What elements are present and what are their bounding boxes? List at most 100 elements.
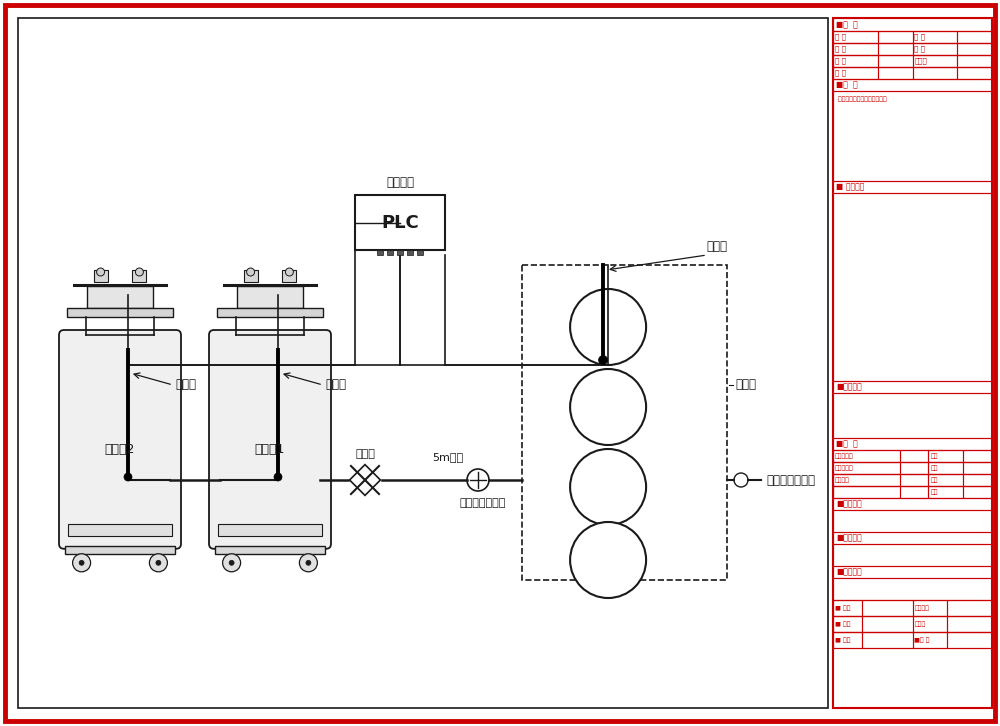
- Bar: [833, 450, 900, 462]
- Circle shape: [467, 469, 489, 491]
- Circle shape: [223, 554, 241, 572]
- Text: 排液阀（手动）: 排液阀（手动）: [766, 473, 815, 486]
- Bar: [912, 55, 957, 67]
- Circle shape: [570, 289, 646, 365]
- Bar: [833, 438, 992, 450]
- Circle shape: [570, 449, 646, 525]
- Bar: [878, 67, 912, 79]
- Text: 液位计: 液位计: [325, 378, 346, 391]
- Bar: [833, 55, 992, 67]
- Circle shape: [570, 369, 646, 445]
- Text: ■项目名称: ■项目名称: [836, 534, 862, 542]
- Circle shape: [247, 268, 255, 276]
- Bar: [833, 67, 992, 79]
- Text: 电 气: 电 气: [914, 33, 926, 41]
- Bar: [947, 616, 992, 632]
- Text: ■备  注: ■备 注: [836, 81, 858, 89]
- Bar: [963, 474, 992, 486]
- Circle shape: [599, 356, 608, 364]
- Bar: [947, 632, 992, 648]
- Bar: [833, 578, 992, 600]
- Bar: [862, 616, 912, 632]
- Bar: [912, 67, 957, 79]
- Polygon shape: [350, 465, 380, 495]
- Text: 方案设计: 方案设计: [835, 477, 850, 483]
- Text: ■ 比例: ■ 比例: [835, 637, 850, 643]
- Bar: [833, 510, 992, 532]
- Text: ■ 日期: ■ 日期: [835, 621, 850, 627]
- Bar: [87, 286, 153, 308]
- Bar: [282, 270, 296, 282]
- Bar: [900, 474, 928, 486]
- Bar: [928, 474, 963, 486]
- Bar: [833, 18, 992, 31]
- Bar: [833, 600, 992, 616]
- Text: ■ 修改说明: ■ 修改说明: [836, 182, 864, 192]
- Bar: [833, 43, 878, 55]
- Bar: [900, 450, 928, 462]
- Bar: [217, 308, 323, 317]
- Text: ■图 号: ■图 号: [914, 637, 930, 643]
- Bar: [833, 450, 992, 462]
- Bar: [407, 250, 413, 255]
- Text: ■设计单位: ■设计单位: [836, 383, 862, 391]
- Bar: [963, 462, 992, 474]
- Bar: [912, 600, 947, 616]
- Text: 进液阀（手动）: 进液阀（手动）: [460, 498, 506, 508]
- Text: 制图: 制图: [930, 489, 938, 495]
- Bar: [912, 43, 957, 55]
- Bar: [94, 270, 108, 282]
- Text: 工程主持人: 工程主持人: [835, 453, 854, 459]
- Text: 补液罐1: 补液罐1: [255, 444, 285, 457]
- Bar: [833, 632, 862, 648]
- Bar: [833, 181, 992, 193]
- Bar: [878, 31, 912, 43]
- Bar: [833, 18, 992, 708]
- FancyBboxPatch shape: [59, 330, 181, 549]
- Text: 专业负责人: 专业负责人: [835, 465, 854, 470]
- Bar: [928, 486, 963, 498]
- Text: 造 气: 造 气: [835, 46, 846, 52]
- Circle shape: [149, 554, 167, 572]
- Circle shape: [299, 554, 317, 572]
- Bar: [833, 474, 900, 486]
- Bar: [833, 474, 992, 486]
- Bar: [522, 265, 727, 580]
- Text: 子项号: 子项号: [914, 621, 926, 627]
- Circle shape: [124, 473, 132, 481]
- Text: ■签  署: ■签 署: [836, 439, 858, 449]
- Bar: [912, 632, 947, 648]
- FancyBboxPatch shape: [209, 330, 331, 549]
- Circle shape: [734, 473, 748, 487]
- Bar: [957, 67, 992, 79]
- Bar: [957, 31, 992, 43]
- Bar: [878, 55, 912, 67]
- Circle shape: [97, 268, 105, 276]
- Bar: [218, 523, 322, 536]
- Bar: [833, 462, 992, 474]
- Bar: [833, 498, 992, 510]
- Bar: [833, 31, 992, 43]
- Bar: [522, 265, 727, 580]
- Bar: [18, 18, 828, 708]
- Text: 校核: 校核: [930, 465, 938, 470]
- Bar: [244, 270, 258, 282]
- Bar: [833, 566, 992, 578]
- Bar: [928, 450, 963, 462]
- Text: 电磁阀: 电磁阀: [355, 449, 375, 459]
- Text: 液位计: 液位计: [706, 240, 728, 253]
- Text: 设计: 设计: [930, 477, 938, 483]
- Text: ■图纸名称: ■图纸名称: [836, 568, 862, 576]
- Text: 方 案: 方 案: [835, 33, 846, 41]
- Bar: [833, 616, 992, 632]
- Bar: [957, 43, 992, 55]
- Bar: [833, 67, 878, 79]
- Bar: [833, 486, 900, 498]
- Bar: [862, 600, 912, 616]
- Text: 5m管路: 5m管路: [432, 452, 464, 462]
- Bar: [912, 31, 957, 43]
- Circle shape: [570, 522, 646, 598]
- Bar: [957, 55, 992, 67]
- Text: ■合  套: ■合 套: [836, 20, 858, 29]
- Bar: [862, 632, 912, 648]
